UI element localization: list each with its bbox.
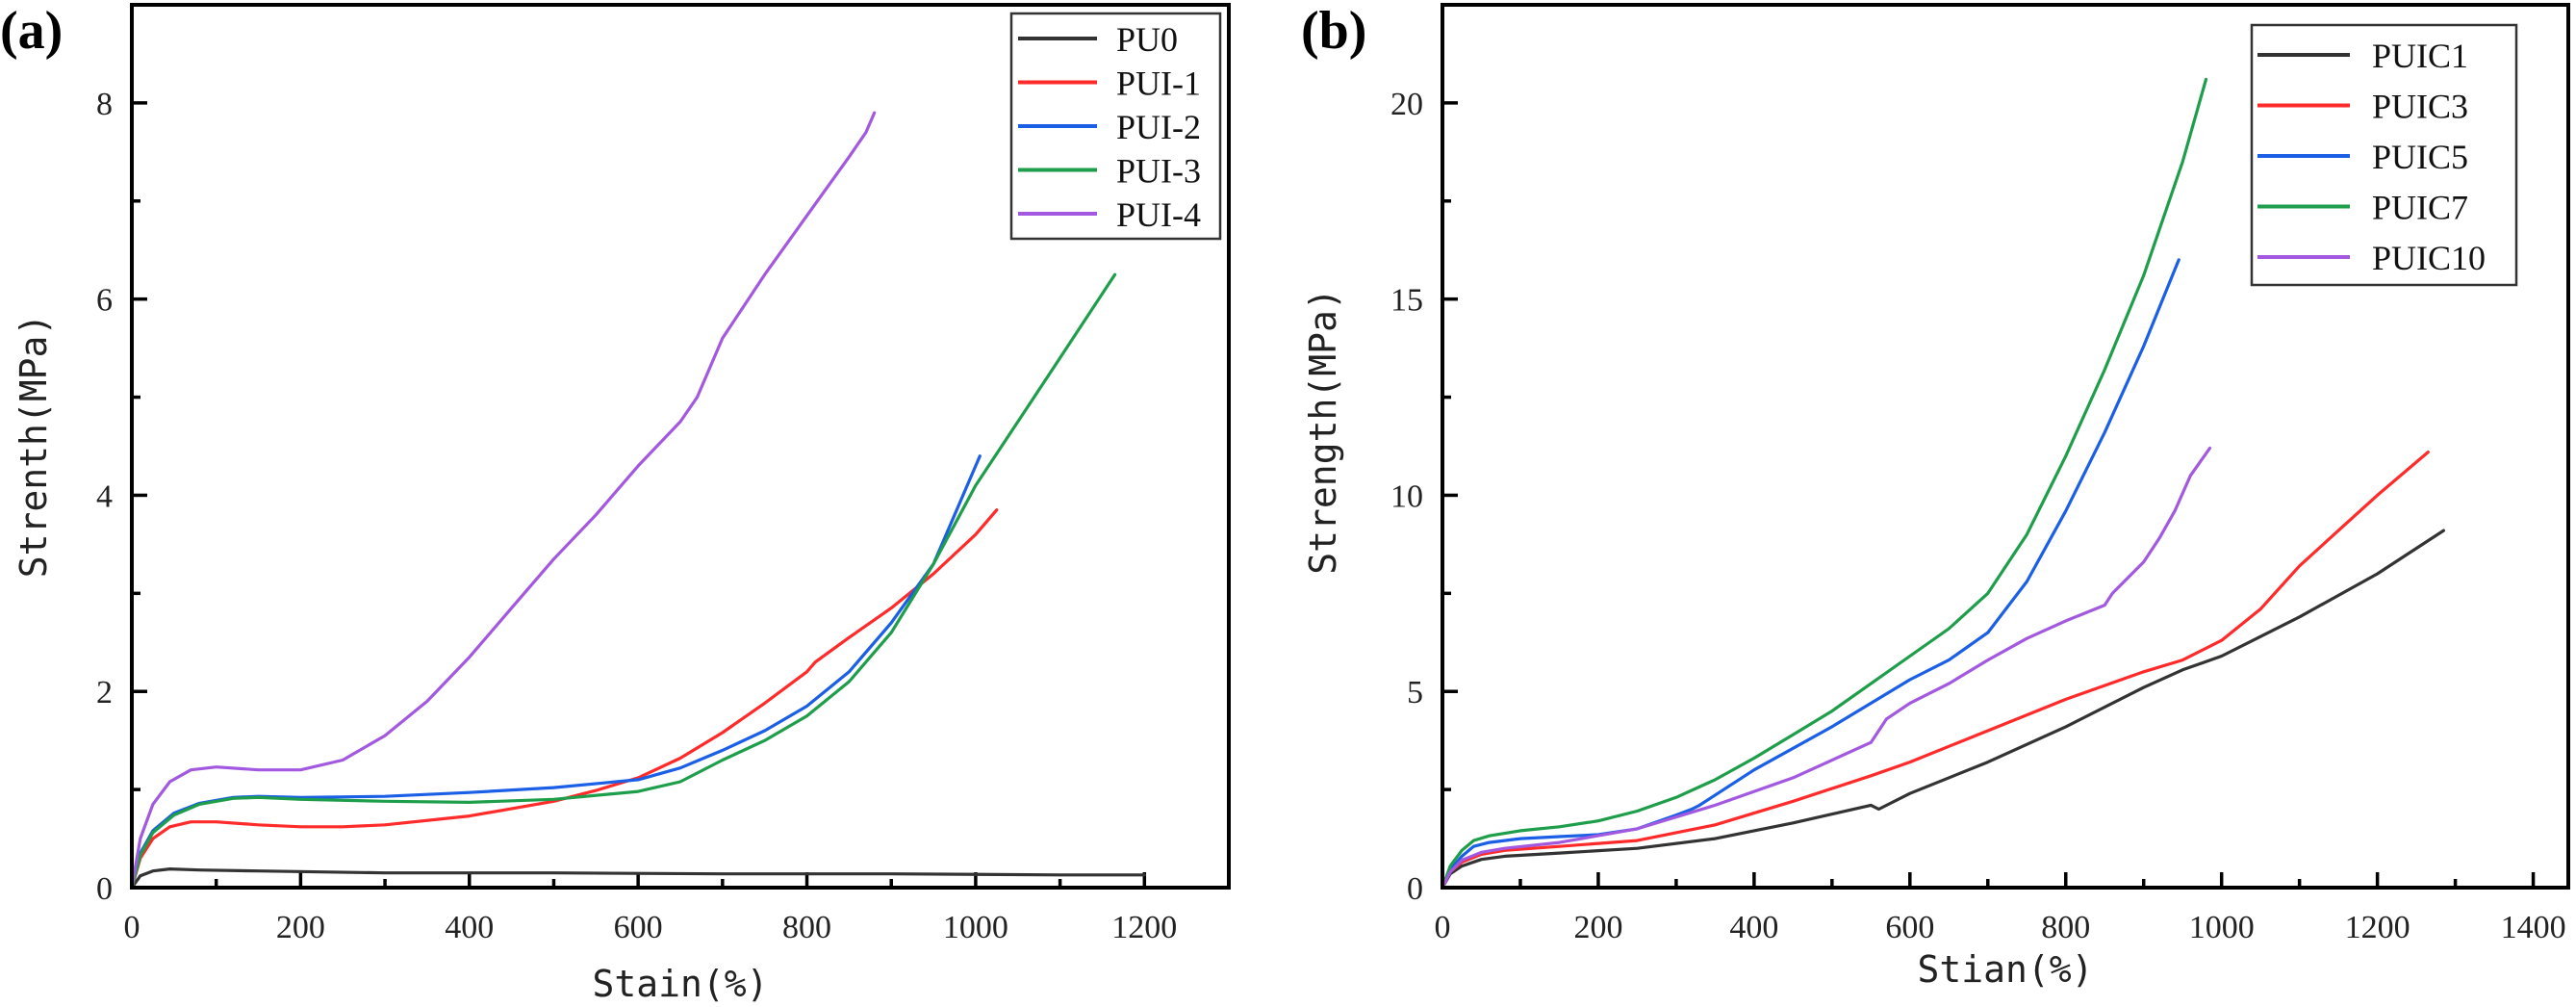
- legend-label-pui-3: PUI-3: [1116, 152, 1201, 191]
- panel-b-strength-vs-strain: (b) 0 200 400 600 800 1000 1200 1400 0 5 10 15 20 St…: [1301, 1, 2570, 991]
- legend-label-pu0: PU0: [1116, 20, 1178, 59]
- series-line-puic10: [1441, 446, 2212, 890]
- y-tick-label: 5: [1407, 675, 1423, 710]
- x-tick-label: 600: [1885, 910, 1934, 945]
- panel-a-y-axis-title: Strenth(MPa): [13, 314, 55, 579]
- x-tick-label: 400: [1729, 910, 1778, 945]
- series-line-pu0: [130, 866, 1146, 890]
- legend-label-puic3: PUIC3: [2372, 88, 2468, 126]
- series-line-pui-1: [130, 508, 999, 890]
- series-line-puic3: [1441, 451, 2430, 890]
- legend-label-puic1: PUIC1: [2372, 37, 2468, 75]
- panel-label-b: (b): [1301, 1, 1366, 61]
- panel-a-axes-frame: [130, 3, 1231, 890]
- series-line-pui-3: [130, 272, 1117, 890]
- panel-a-legend: PU0 PUI-1 PUI-2 PUI-3 PUI-4: [1009, 12, 1222, 241]
- panel-b-plot-area: [1441, 77, 2445, 890]
- panel-label-a: (a): [0, 1, 63, 61]
- x-tick-label: 0: [124, 910, 140, 945]
- x-tick-label: 200: [1573, 910, 1622, 945]
- x-tick-label: 0: [1435, 910, 1451, 945]
- x-tick-label: 1000: [2189, 910, 2255, 945]
- x-tick-label: 1000: [943, 910, 1008, 945]
- x-tick-label: 1400: [2501, 910, 2566, 945]
- x-tick-label: 400: [445, 910, 494, 945]
- panel-a-x-axis-title: Stain(%): [592, 963, 768, 1005]
- series-line-pui-2: [130, 454, 982, 890]
- y-tick-label: 4: [96, 478, 113, 514]
- y-tick-label: 0: [1407, 871, 1423, 907]
- series-line-puic1: [1441, 529, 2445, 890]
- panel-b-legend: PUIC1 PUIC3 PUIC5 PUIC7 PUIC10: [2250, 23, 2518, 287]
- x-tick-label: 200: [276, 910, 325, 945]
- y-tick-label: 2: [96, 675, 113, 710]
- series-line-puic5: [1441, 258, 2181, 890]
- panel-b-x-axis-title: Stian(%): [1917, 948, 2093, 991]
- legend-label-pui-4: PUI-4: [1116, 195, 1201, 234]
- series-line-puic7: [1441, 77, 2208, 890]
- panel-b-y-axis-title: Strength(MPa): [1302, 288, 1344, 574]
- legend-label-puic10: PUIC10: [2372, 239, 2486, 277]
- x-tick-label: 800: [782, 910, 831, 945]
- y-tick-label: 20: [1390, 87, 1423, 122]
- y-tick-label: 6: [96, 283, 113, 319]
- panel-b-tick-labels: 0 200 400 600 800 1000 1200 1400 0 5 10 15 20: [1390, 87, 2566, 945]
- legend-label-puic5: PUIC5: [2372, 138, 2468, 176]
- panel-a-plot-area: [130, 111, 1146, 890]
- y-tick-label: 0: [96, 871, 113, 907]
- x-tick-label: 1200: [2345, 910, 2410, 945]
- y-tick-label: 8: [96, 87, 113, 122]
- series-line-pui-4: [130, 111, 877, 890]
- x-tick-label: 1200: [1111, 910, 1177, 945]
- legend-label-pui-2: PUI-2: [1116, 108, 1201, 146]
- panel-b-axes-frame: [1441, 3, 2570, 890]
- y-tick-label: 10: [1390, 478, 1423, 514]
- x-tick-label: 600: [614, 910, 663, 945]
- panel-a-tick-labels: 0 200 400 600 800 1000 1200 0 2 4 6 8: [96, 87, 1177, 945]
- x-tick-label: 800: [2041, 910, 2090, 945]
- legend-label-puic7: PUIC7: [2372, 189, 2468, 227]
- y-tick-label: 15: [1390, 283, 1423, 319]
- legend-label-pui-1: PUI-1: [1116, 65, 1201, 103]
